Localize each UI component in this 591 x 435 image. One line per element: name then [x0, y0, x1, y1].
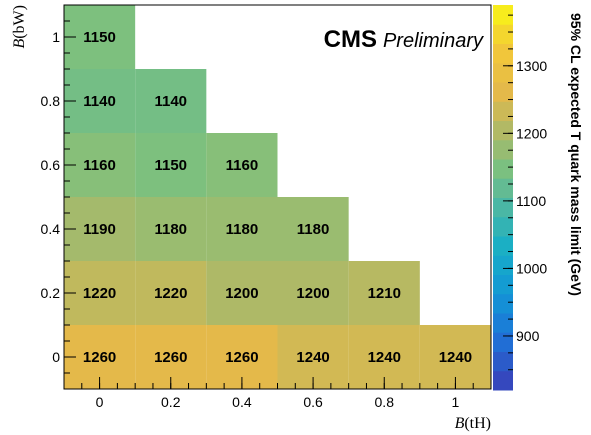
y-tick-label: 0.2 [41, 285, 61, 301]
heatmap-cell [277, 261, 349, 325]
color-scale-segment [493, 5, 513, 25]
cell-value-label: 1240 [439, 349, 472, 366]
cell-value-label: 1160 [83, 157, 116, 174]
cell-value-label: 1260 [83, 349, 116, 366]
color-scale-title: 95% CL expected T quark mass limit (GeV) [568, 13, 584, 296]
color-scale-segment [493, 216, 513, 237]
heatmap-cells [64, 5, 491, 389]
cell-value-label: 1200 [225, 285, 258, 302]
color-scale-tick-label: 1000 [516, 260, 547, 276]
y-tick-label: 0.6 [41, 157, 61, 173]
color-scale-segment [493, 293, 513, 314]
color-scale-tick-label: 1200 [516, 125, 547, 141]
cell-value-labels: 1260 1260 1260 1240 1240 1240 1220 1220 1200 1200… [83, 29, 472, 366]
y-axis-title-symbol: B [11, 39, 28, 49]
cell-value-label: 1190 [83, 221, 116, 238]
color-scale-segment [493, 236, 513, 256]
color-scale-segment [493, 370, 513, 391]
color-scale-segment [493, 178, 513, 198]
preliminary-label: Preliminary [383, 30, 484, 52]
heatmap-cell [135, 261, 207, 325]
heatmap-cell [206, 133, 278, 197]
heatmap-cell [206, 197, 278, 261]
cell-value-label: 1220 [83, 285, 116, 302]
cms-label: CMS [324, 26, 377, 53]
color-scale-tick-label: 900 [516, 328, 540, 344]
color-scale-segment [493, 255, 513, 275]
cell-value-label: 1200 [296, 285, 329, 302]
cell-value-label: 1210 [368, 285, 401, 302]
y-tick-label: 1 [52, 29, 60, 45]
cell-value-label: 1180 [297, 221, 330, 238]
x-axis: 0 0.2 0.4 0.6 0.8 1 [63, 377, 492, 410]
x-tick-label: 0.8 [375, 394, 395, 410]
heatmap-cell [135, 69, 207, 133]
cms-preliminary-label: CMS Preliminary [324, 26, 484, 53]
y-axis: 0 0.2 0.4 0.6 0.8 1 [41, 4, 76, 390]
x-tick-label: 0 [96, 394, 104, 410]
color-scale-segment [493, 62, 513, 83]
color-scale-segment [493, 332, 513, 352]
x-axis-title-arg: (tH) [464, 415, 491, 432]
cell-value-label: 1240 [368, 349, 401, 366]
x-axis-title: B(tH) [455, 415, 491, 432]
heatmap-cell [277, 197, 349, 261]
cell-value-label: 1180 [226, 221, 259, 238]
color-scale-segment [493, 120, 513, 141]
cell-value-label: 1140 [154, 93, 187, 110]
cell-value-label: 1220 [154, 285, 187, 302]
cell-value-label: 1240 [296, 349, 329, 366]
cell-value-label: 1160 [226, 157, 259, 174]
color-scale-segment [493, 24, 513, 44]
cell-value-label: 1180 [154, 221, 187, 238]
color-scale-segment [493, 313, 513, 333]
color-scale-segment [493, 139, 513, 160]
y-axis-title: B(bW) [11, 5, 28, 49]
heatmap-cell [206, 261, 278, 325]
cell-value-label: 1150 [83, 29, 116, 46]
cell-value-label: 1140 [83, 93, 116, 110]
x-tick-label: 0.6 [303, 394, 323, 410]
x-axis-title-symbol: B [455, 415, 465, 432]
heatmap-cell [135, 133, 207, 197]
color-scale-segment [493, 197, 513, 218]
y-tick-label: 0 [52, 349, 60, 365]
y-tick-label: 0.8 [41, 93, 61, 109]
cell-value-label: 1150 [154, 157, 187, 174]
color-scale-segment [493, 43, 513, 64]
cell-value-label: 1260 [154, 349, 187, 366]
x-tick-label: 0.2 [161, 394, 181, 410]
color-scale-segment [493, 351, 513, 372]
cell-value-label: 1260 [225, 349, 258, 366]
color-scale-tick-label: 1100 [516, 193, 546, 209]
color-scale-segment [493, 101, 513, 121]
color-scale-tick-label: 1300 [516, 58, 547, 74]
color-scale-segment [493, 159, 513, 179]
x-tick-label: 0.4 [232, 394, 252, 410]
heatmap-cell [348, 261, 420, 325]
y-tick-label: 0.4 [41, 221, 61, 237]
color-scale-segment [493, 82, 513, 102]
color-scale-segment [493, 274, 513, 295]
heatmap-cell [135, 197, 207, 261]
y-axis-title-arg: (bW) [11, 5, 28, 39]
x-tick-label: 1 [452, 394, 460, 410]
color-scale-bar: 900 1000 1100 1200 1300 [493, 5, 547, 391]
